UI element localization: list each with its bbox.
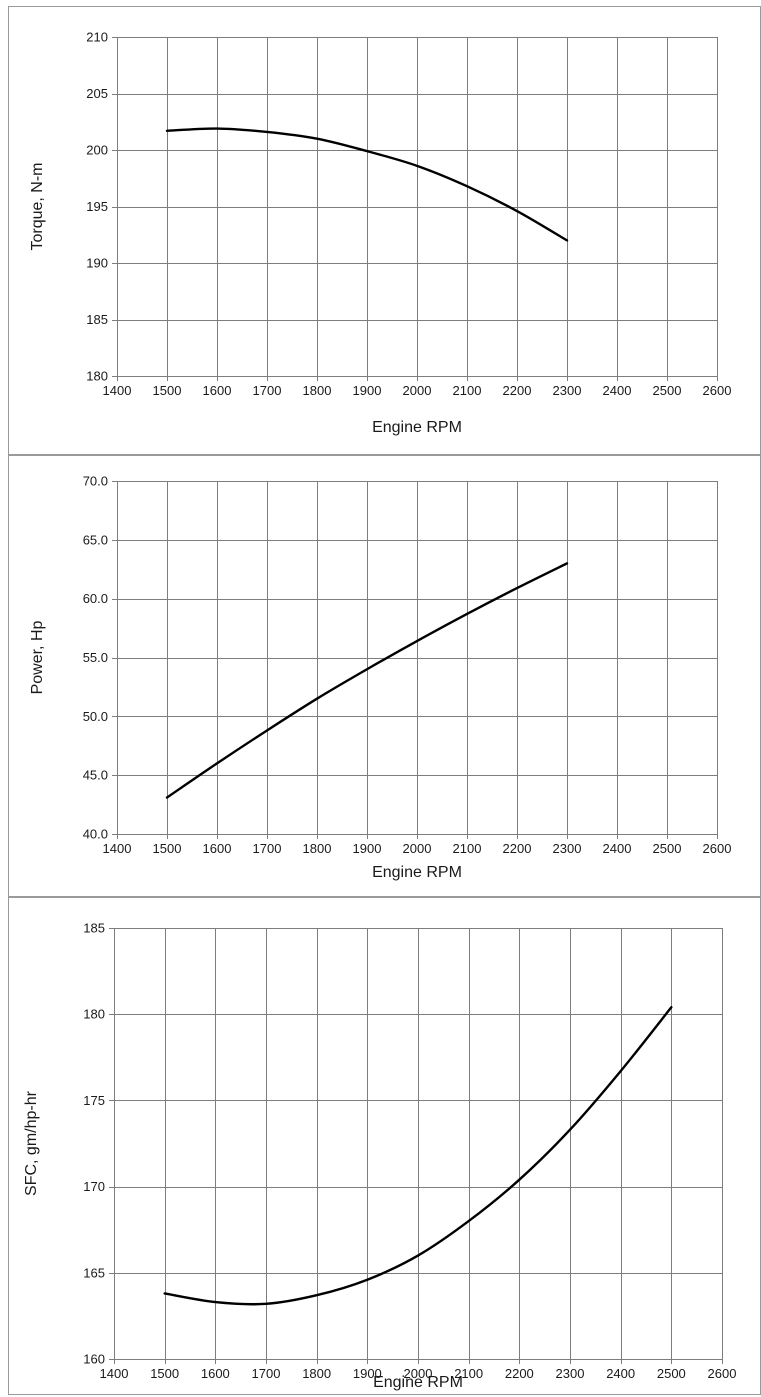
- grid-lines: [114, 928, 723, 1360]
- y-tick-label: 185: [86, 312, 108, 327]
- x-tick-label: 2100: [454, 1366, 483, 1381]
- axis-ticks: [112, 37, 718, 381]
- x-axis-label: Engine RPM: [372, 864, 462, 881]
- y-axis-label: Power, Hp: [29, 620, 46, 694]
- x-tick-label: 2500: [657, 1366, 686, 1381]
- sfc-chart-panel: 1400 1500 1600 1700 1800 1900 2000 2100 2200 2300…: [8, 897, 761, 1395]
- x-tick-label: 1800: [303, 383, 332, 398]
- grid-lines: [117, 37, 718, 377]
- y-tick-label: 205: [86, 86, 108, 101]
- y-tick-label: 60.0: [83, 591, 108, 606]
- x-tick-label: 1400: [103, 383, 132, 398]
- x-tick-label: 2600: [708, 1366, 737, 1381]
- y-tick-label: 165: [83, 1265, 105, 1280]
- x-tick-label: 1700: [253, 383, 282, 398]
- x-tick-labels: 1400 1500 1600 1700 1800 1900 2000 2100 2200 2300…: [103, 383, 732, 398]
- x-tick-label: 2200: [503, 383, 532, 398]
- y-tick-label: 210: [86, 30, 108, 45]
- plot-area-frame: [117, 481, 718, 835]
- x-tick-label: 1400: [100, 1366, 129, 1381]
- x-axis-label: Engine RPM: [373, 1374, 463, 1391]
- x-tick-label: 1700: [252, 1366, 281, 1381]
- torque-chart: 1400 1500 1600 1700 1800 1900 2000 2100 2200 2300…: [29, 30, 732, 437]
- x-tick-label: 1500: [153, 383, 182, 398]
- plot-area-frame: [117, 37, 718, 377]
- x-tick-label: 1700: [253, 841, 282, 856]
- x-tick-label: 1600: [203, 841, 232, 856]
- x-tick-label: 2300: [553, 383, 582, 398]
- y-tick-label: 55.0: [83, 650, 108, 665]
- y-tick-labels: 160 165 170 175 180 185: [83, 921, 105, 1367]
- y-tick-label: 40.0: [83, 827, 108, 842]
- x-tick-label: 2300: [553, 841, 582, 856]
- series-layer: [165, 562, 569, 799]
- y-tick-labels: 180 185 190 195 200 205 210: [86, 30, 108, 384]
- y-tick-label: 195: [86, 199, 108, 214]
- y-axis-label: SFC, gm/hp-hr: [23, 1090, 40, 1196]
- x-tick-label: 1900: [353, 841, 382, 856]
- x-tick-label: 2500: [653, 841, 682, 856]
- x-tick-label: 2400: [603, 383, 632, 398]
- x-tick-label: 2400: [606, 1366, 635, 1381]
- x-tick-label: 1500: [150, 1366, 179, 1381]
- x-tick-label: 2000: [404, 1366, 433, 1381]
- power-chart-panel: 1400 1500 1600 1700 1800 1900 2000 2100 2200 2300…: [8, 455, 761, 897]
- y-tick-label: 185: [83, 921, 105, 936]
- y-tick-label: 50.0: [83, 709, 108, 724]
- series-line: [165, 562, 569, 799]
- power-chart: 1400 1500 1600 1700 1800 1900 2000 2100 2200 2300…: [29, 474, 732, 882]
- torque-chart-panel: 1400 1500 1600 1700 1800 1900 2000 2100 2200 2300…: [8, 6, 761, 455]
- x-tick-label: 1600: [201, 1366, 230, 1381]
- x-tick-labels: 1400 1500 1600 1700 1800 1900 2000 2100 2200 2300…: [100, 1366, 737, 1381]
- x-axis-label: Engine RPM: [372, 419, 462, 436]
- x-tick-label: 2100: [453, 841, 482, 856]
- x-tick-label: 1900: [353, 1366, 382, 1381]
- y-tick-label: 190: [86, 256, 108, 271]
- series-layer: [165, 127, 569, 242]
- series-line: [165, 127, 569, 242]
- y-axis-label: Torque, N-m: [29, 162, 46, 250]
- axis-ticks: [109, 928, 723, 1364]
- y-tick-label: 170: [83, 1179, 105, 1194]
- y-tick-label: 175: [83, 1093, 105, 1108]
- y-tick-label: 70.0: [83, 474, 108, 489]
- plot-area-frame: [114, 928, 723, 1360]
- x-tick-label: 2200: [503, 841, 532, 856]
- x-tick-label: 2200: [505, 1366, 534, 1381]
- y-tick-label: 180: [86, 369, 108, 384]
- y-tick-label: 45.0: [83, 768, 108, 783]
- series-layer: [163, 1006, 673, 1306]
- x-tick-label: 2500: [653, 383, 682, 398]
- sfc-chart: 1400 1500 1600 1700 1800 1900 2000 2100 2200 2300…: [23, 921, 737, 1392]
- y-tick-labels: 40.0 45.0 50.0 55.0 60.0 65.0 70.0: [83, 474, 108, 842]
- y-tick-label: 65.0: [83, 532, 108, 547]
- x-tick-labels: 1400 1500 1600 1700 1800 1900 2000 2100 2200 2300…: [103, 841, 732, 856]
- x-tick-label: 2100: [453, 383, 482, 398]
- y-tick-label: 160: [83, 1352, 105, 1367]
- x-tick-label: 2600: [703, 383, 732, 398]
- x-tick-label: 2400: [603, 841, 632, 856]
- x-tick-label: 2000: [403, 383, 432, 398]
- x-tick-label: 2300: [556, 1366, 585, 1381]
- x-tick-label: 1400: [103, 841, 132, 856]
- x-tick-label: 1500: [153, 841, 182, 856]
- x-tick-label: 1800: [303, 841, 332, 856]
- series-line: [163, 1006, 673, 1306]
- x-tick-label: 1600: [203, 383, 232, 398]
- y-tick-label: 180: [83, 1007, 105, 1022]
- axis-ticks: [112, 481, 718, 839]
- x-tick-label: 1800: [302, 1366, 331, 1381]
- x-tick-label: 2000: [403, 841, 432, 856]
- y-tick-label: 200: [86, 143, 108, 158]
- x-tick-label: 1900: [353, 383, 382, 398]
- x-tick-label: 2600: [703, 841, 732, 856]
- grid-lines: [117, 481, 718, 835]
